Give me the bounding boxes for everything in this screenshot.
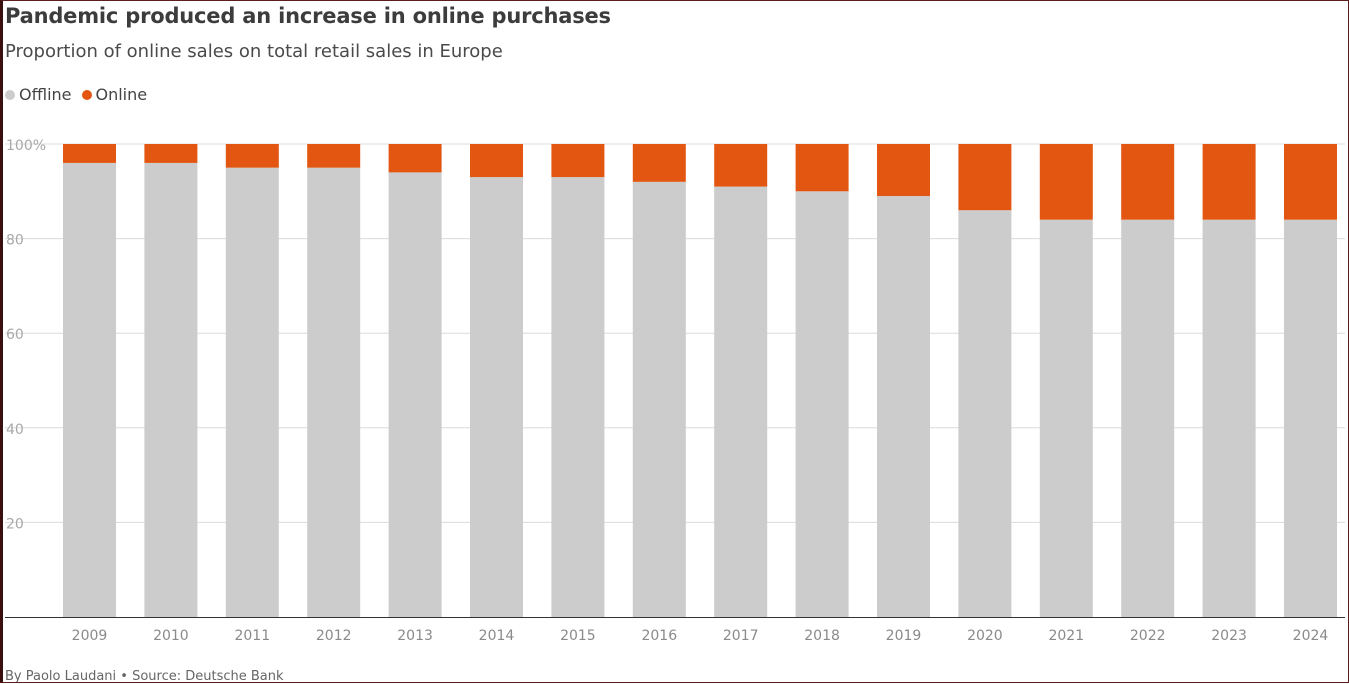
bar-online-2022 [1121,144,1175,220]
bar-offline-2016 [632,181,686,617]
bar-offline-2014 [470,177,523,618]
axis-layer: 20 40 60 80 100% 2009 2010 2011 2012 2013 2014 2015… [5,138,1345,644]
bar-offline-2019 [877,196,930,617]
y-tick-label: 40 [6,422,24,438]
x-tick-label: 2017 [723,628,759,644]
legend-item-online: Online [81,85,148,104]
bar-online-2020 [958,144,1012,211]
bar-offline-2018 [795,191,849,618]
bar-online-2015 [551,144,605,178]
x-tick-label: 2012 [316,628,352,644]
bar-online-2024 [1284,144,1337,220]
x-tick-label: 2011 [234,628,270,644]
source-credit: By Paolo Laudani • Source: Deutsche Bank [5,669,284,684]
x-tick-label: 2020 [967,628,1003,644]
bar-layer [63,144,1337,618]
y-tick-label: 60 [6,327,24,343]
bar-online-2011 [225,144,279,168]
bar-offline-2009 [63,162,116,618]
bar-offline-2020 [958,210,1012,617]
legend-swatch-online [81,89,92,100]
bar-offline-2010 [144,162,198,618]
bar-offline-2012 [307,167,361,617]
bar-offline-2024 [1284,219,1337,617]
bar-offline-2015 [551,177,605,618]
x-tick-label: 2022 [1130,628,1166,644]
x-tick-label: 2010 [153,628,189,644]
y-tick-label: 80 [6,233,24,249]
x-tick-label: 2009 [72,628,108,644]
bar-online-2014 [470,144,523,178]
bar-online-2010 [144,144,198,163]
bar-offline-2011 [225,167,279,617]
bar-offline-2022 [1121,219,1175,617]
x-tick-label: 2013 [397,628,433,644]
chart-legend: Offline Online [5,85,157,104]
x-tick-label: 2021 [1048,628,1084,644]
bar-online-2019 [877,144,930,197]
chart-subtitle: Proportion of online sales on total reta… [5,41,503,62]
legend-swatch-offline [5,89,15,100]
bar-online-2017 [714,144,768,187]
legend-label-offline: Offline [19,85,72,104]
bar-online-2023 [1202,144,1256,220]
bar-online-2012 [307,144,361,168]
bar-offline-2017 [714,186,768,617]
x-tick-label: 2018 [804,628,840,644]
x-tick-label: 2023 [1211,628,1247,644]
bar-online-2018 [795,144,849,192]
x-tick-label: 2019 [886,628,922,644]
bar-online-2021 [1039,144,1093,220]
bar-offline-2021 [1039,219,1093,617]
x-tick-label: 2014 [479,628,515,644]
bar-online-2016 [632,144,686,182]
x-tick-label: 2016 [641,628,677,644]
x-tick-label: 2024 [1293,628,1329,644]
x-tick-label: 2015 [560,628,596,644]
bar-online-2009 [63,144,116,163]
bar-offline-2013 [388,172,442,617]
bar-offline-2023 [1202,219,1256,617]
y-tick-label: 100% [6,138,46,154]
legend-label-online: Online [95,85,148,104]
chart-title: Pandemic produced an increase in online … [5,4,611,28]
bar-online-2013 [388,144,442,173]
y-tick-label: 20 [6,516,24,532]
legend-item-offline: Offline [5,85,72,104]
